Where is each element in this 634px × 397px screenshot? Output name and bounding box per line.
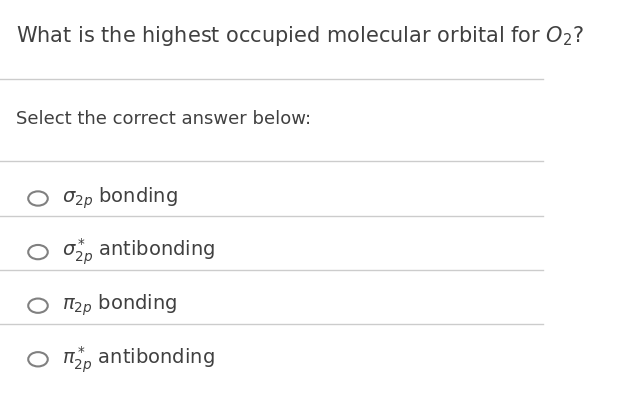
- Text: $\pi^*_{2p}$ antibonding: $\pi^*_{2p}$ antibonding: [62, 344, 215, 375]
- Text: Select the correct answer below:: Select the correct answer below:: [16, 110, 311, 128]
- Text: $\pi_{2p}$ bonding: $\pi_{2p}$ bonding: [62, 293, 178, 318]
- Text: What is the highest occupied molecular orbital for $O_2$?: What is the highest occupied molecular o…: [16, 24, 584, 48]
- Text: $\sigma_{2p}$ bonding: $\sigma_{2p}$ bonding: [62, 186, 178, 211]
- Text: $\sigma^*_{2p}$ antibonding: $\sigma^*_{2p}$ antibonding: [62, 237, 216, 268]
